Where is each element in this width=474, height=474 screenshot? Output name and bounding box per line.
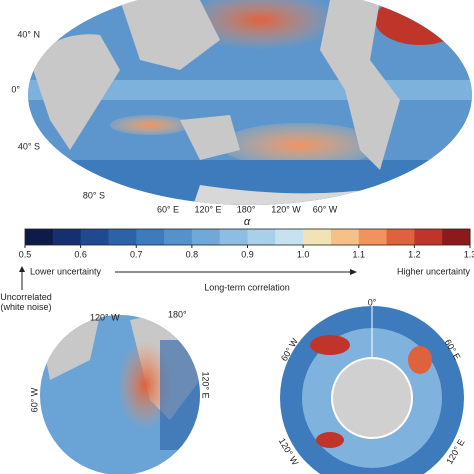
colorbar-segment [191,229,221,245]
polar-label: 60° W [29,387,39,412]
colorbar-segment [247,229,276,245]
colorbar-tick-label: 0.9 [241,249,254,259]
polar-label: 120° W [90,312,120,322]
polar-label: 0° [368,297,377,307]
colorbar: 0.5 0.6 0.7 0.8 0.9 1.0 1.1 1.2 1.3 [19,228,474,259]
annotation: Higher uncertainty [397,266,471,276]
lat-label: 40° S [18,141,40,151]
lon-label: 180° [237,204,256,214]
colorbar-segment [275,229,304,245]
colorbar-tick-label: 0.6 [74,249,87,259]
colorbar-segment [442,229,471,245]
arctic-map [40,315,200,474]
arrow-head [350,269,357,275]
colorbar-segment [108,229,137,245]
arrow-head [19,266,25,272]
annotation: Lower uncertainty [30,266,102,276]
lat-label: 40° N [17,29,40,39]
annotation: Long-term correlation [204,282,290,292]
colorbar-tick-label: 1.2 [408,249,421,259]
colorbar-tick-label: 1.3 [464,249,474,259]
colorbar-segment [164,229,193,245]
polar-label: 120° E [201,371,211,398]
colorbar-segment [330,229,360,245]
lon-label: 120° W [271,204,301,214]
colorbar-segment [303,229,332,245]
colorbar-segment [25,229,54,245]
colorbar-tick-label: 1.1 [352,249,365,259]
colorbar-segment [80,229,109,245]
annotation: Uncorrelated (white noise) [0,292,52,312]
colorbar-tick-label: 0.5 [19,249,32,259]
colorbar-segment [386,229,415,245]
colorbar-tick-label: 0.8 [186,249,199,259]
colorbar-segment [219,229,248,245]
colorbar-segment [136,229,165,245]
colorbar-segment [358,229,388,245]
lon-label: 60° W [313,204,338,214]
lon-label: 60° E [157,204,179,214]
colorbar-tick-label: 1.0 [297,249,310,259]
colorbar-segment [52,229,82,245]
lon-label: 120° E [194,204,221,214]
world-map [28,0,472,205]
colorbar-tick-label: 0.7 [130,249,143,259]
antarctic-map [280,306,464,474]
lat-label: 0° [11,84,20,94]
lat-label: 80° S [83,190,105,200]
colorbar-label: α [244,216,251,228]
colorbar-segment [414,229,443,245]
polar-label: 180° [168,309,187,319]
